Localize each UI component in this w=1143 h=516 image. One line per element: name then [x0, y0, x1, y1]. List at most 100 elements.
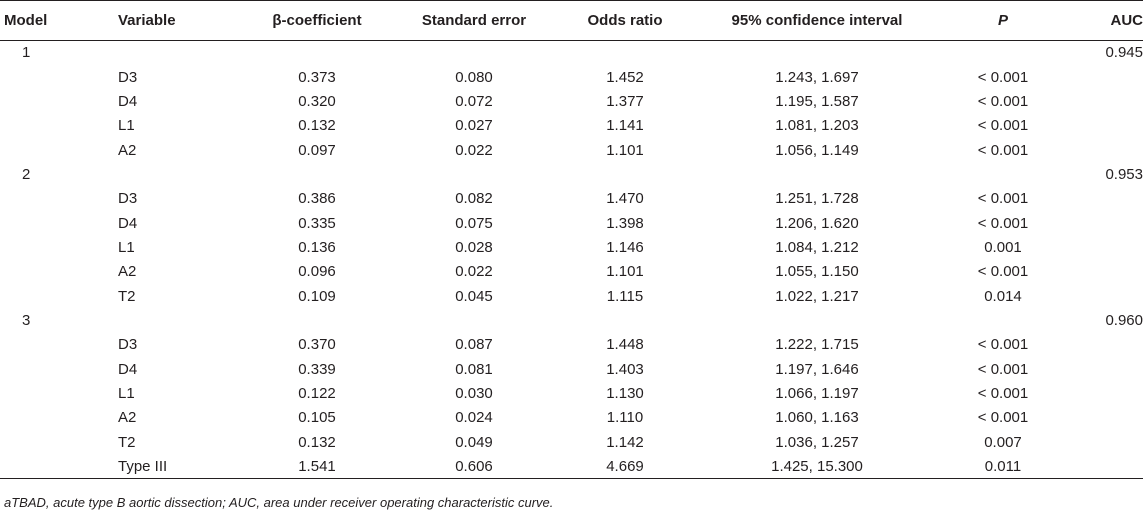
table-footnote: aTBAD, acute type B aortic dissection; A… [4, 495, 554, 510]
cell-p-value: < 0.001 [977, 92, 1029, 110]
cell-p-value: < 0.001 [977, 360, 1029, 378]
cell-beta-coefficient: 0.132 [298, 117, 336, 135]
cell-auc: 0.953 [1105, 165, 1143, 183]
table-row: A2 0.097 0.022 1.101 1.056, 1.149 < 0.001 [0, 138, 1143, 162]
cell-standard-error: 0.027 [455, 117, 493, 135]
cell-variable [104, 41, 240, 65]
cell-auc [1068, 187, 1143, 211]
cell-beta-coefficient: 0.335 [298, 214, 336, 232]
cell-p-value: < 0.001 [977, 336, 1029, 354]
cell-variable: D3 [118, 68, 138, 86]
cell-odds-ratio: 1.452 [606, 68, 644, 86]
cell-beta-coefficient: 0.105 [298, 409, 336, 427]
cell-p-value: < 0.001 [977, 409, 1029, 427]
cell-auc [1068, 114, 1143, 138]
cell-standard-error: 0.028 [455, 238, 493, 256]
cell-model [0, 333, 104, 357]
cell-odds-ratio: 1.448 [606, 336, 644, 354]
table-row: A2 0.105 0.024 1.110 1.060, 1.163 < 0.001 [0, 406, 1143, 430]
cell-beta-coefficient: 0.136 [298, 238, 336, 256]
cell-beta-coefficient: 0.122 [298, 384, 336, 402]
cell-p-value: 0.001 [984, 238, 1022, 256]
cell-beta-coefficient [240, 308, 394, 332]
cell-standard-error: 0.045 [455, 287, 493, 305]
cell-model [0, 454, 104, 480]
header-model: Model [0, 0, 104, 41]
cell-variable: T2 [118, 433, 136, 451]
table-row: L1 0.132 0.027 1.141 1.081, 1.203 < 0.001 [0, 114, 1143, 138]
model-group-row: 1 0.945 [0, 41, 1143, 65]
cell-model: 2 [22, 165, 31, 183]
cell-beta-coefficient: 0.373 [298, 68, 336, 86]
cell-confidence-interval: 1.060, 1.163 [775, 409, 859, 427]
cell-odds-ratio: 1.398 [606, 214, 644, 232]
cell-variable [104, 162, 240, 186]
header-confidence-interval: 95% confidence interval [696, 0, 938, 41]
cell-confidence-interval: 1.251, 1.728 [775, 190, 859, 208]
model-group-row: 3 0.960 [0, 308, 1143, 332]
table-row: L1 0.136 0.028 1.146 1.084, 1.212 0.001 [0, 235, 1143, 259]
cell-variable: L1 [118, 384, 135, 402]
cell-p-value: < 0.001 [977, 141, 1029, 159]
cell-confidence-interval: 1.197, 1.646 [775, 360, 859, 378]
cell-beta-coefficient: 0.132 [298, 433, 336, 451]
cell-beta-coefficient: 0.109 [298, 287, 336, 305]
cell-model [0, 284, 104, 308]
cell-odds-ratio: 1.110 [606, 409, 644, 427]
cell-standard-error: 0.080 [455, 68, 493, 86]
table-row: D4 0.320 0.072 1.377 1.195, 1.587 < 0.001 [0, 89, 1143, 113]
table-row: T2 0.109 0.045 1.115 1.022, 1.217 0.014 [0, 284, 1143, 308]
cell-auc: 0.960 [1105, 311, 1143, 329]
cell-confidence-interval: 1.055, 1.150 [775, 263, 859, 281]
cell-model [0, 430, 104, 454]
cell-variable: Type III [104, 454, 240, 480]
cell-confidence-interval: 1.222, 1.715 [775, 336, 859, 354]
cell-confidence-interval: 1.195, 1.587 [775, 92, 859, 110]
cell-standard-error [394, 308, 554, 332]
cell-odds-ratio [554, 162, 696, 186]
cell-p-value [938, 308, 1068, 332]
cell-auc [1068, 430, 1143, 454]
cell-p-value: < 0.001 [977, 190, 1029, 208]
cell-beta-coefficient: 0.096 [298, 263, 336, 281]
cell-standard-error: 0.087 [455, 336, 493, 354]
cell-beta-coefficient [240, 162, 394, 186]
cell-auc [1068, 284, 1143, 308]
cell-confidence-interval [696, 41, 938, 65]
table-body: 1 0.945 D3 0.373 0.080 1.452 1.243, 1.697 < 0.0… [0, 41, 1143, 480]
cell-p-value [938, 162, 1068, 186]
cell-model [0, 65, 104, 89]
cell-model [0, 406, 104, 430]
cell-p-value: < 0.001 [977, 214, 1029, 232]
cell-variable: D3 [118, 190, 138, 208]
cell-confidence-interval: 1.056, 1.149 [775, 141, 859, 159]
header-auc: AUC [1068, 0, 1143, 41]
cell-odds-ratio [554, 41, 696, 65]
cell-standard-error [394, 162, 554, 186]
header-beta-coefficient: β-coefficient [240, 0, 394, 41]
model-group-row: 2 0.953 [0, 162, 1143, 186]
cell-auc [1068, 235, 1143, 259]
cell-beta-coefficient: 0.386 [298, 190, 336, 208]
cell-auc [1068, 211, 1143, 235]
cell-auc [1068, 89, 1143, 113]
cell-p-value: < 0.001 [977, 384, 1029, 402]
cell-odds-ratio: 1.101 [606, 141, 644, 159]
cell-standard-error: 0.022 [455, 141, 493, 159]
cell-model [0, 114, 104, 138]
cell-standard-error: 0.049 [455, 433, 493, 451]
cell-model [0, 89, 104, 113]
cell-confidence-interval [696, 162, 938, 186]
cell-variable: D4 [118, 92, 138, 110]
cell-beta-coefficient: 1.541 [240, 454, 394, 480]
cell-variable: L1 [118, 117, 135, 135]
cell-variable [104, 308, 240, 332]
cell-model [0, 211, 104, 235]
cell-confidence-interval: 1.081, 1.203 [775, 117, 859, 135]
cell-variable: L1 [118, 238, 135, 256]
cell-auc [1068, 65, 1143, 89]
cell-standard-error: 0.082 [455, 190, 493, 208]
table-row: T2 0.132 0.049 1.142 1.036, 1.257 0.007 [0, 430, 1143, 454]
cell-confidence-interval: 1.084, 1.212 [775, 238, 859, 256]
cell-model [0, 381, 104, 405]
